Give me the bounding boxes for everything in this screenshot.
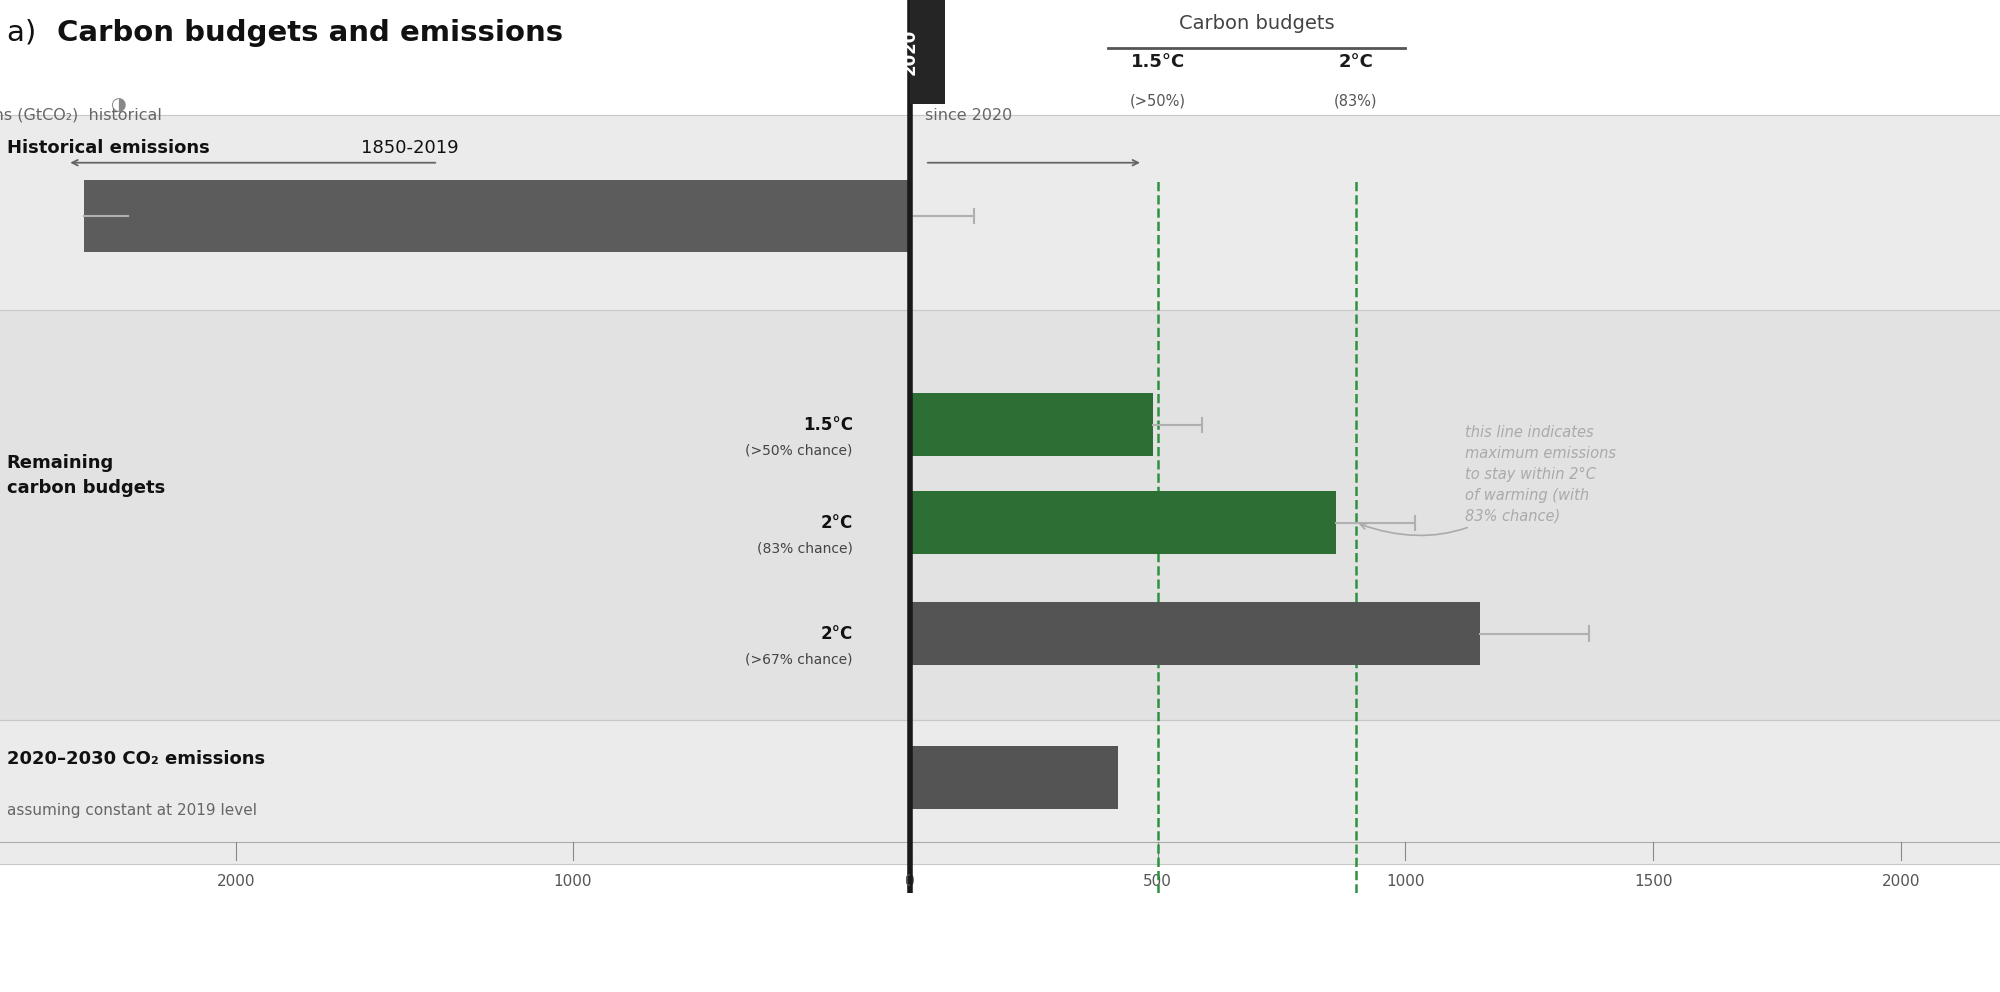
Bar (84, 180, 910, 252)
Text: (83%): (83%) (1334, 93, 1378, 108)
FancyBboxPatch shape (876, 0, 944, 104)
Text: 1000: 1000 (554, 874, 592, 889)
Text: (Source: Synthesis Report of the IPCC Sixth Assessment Report (AR6): (Source: Synthesis Report of the IPCC Si… (50, 930, 980, 954)
Text: (>67% chance): (>67% chance) (746, 653, 852, 667)
Bar (910, 393, 1152, 456)
Text: 1500: 1500 (1634, 874, 1672, 889)
Text: 1.5°C: 1.5°C (802, 416, 852, 434)
Text: (83% chance): (83% chance) (756, 542, 852, 556)
Bar (910, 746, 1118, 809)
Bar (910, 491, 1336, 555)
Text: Cumulative CO₂ emissions (GtCO₂)  historical: Cumulative CO₂ emissions (GtCO₂) histori… (0, 108, 162, 123)
Text: 2020–2030 CO₂ emissions: 2020–2030 CO₂ emissions (6, 750, 264, 768)
Bar (0, 310, 910, 720)
Text: 1000: 1000 (1386, 874, 1424, 889)
Text: ◑: ◑ (110, 96, 126, 114)
Text: 2°C: 2°C (820, 625, 852, 643)
Bar (910, 310, 2000, 720)
Text: Remaining
carbon budgets: Remaining carbon budgets (6, 453, 164, 497)
Text: 2000: 2000 (1882, 874, 1920, 889)
Bar (910, 602, 1480, 666)
Text: Historical emissions: Historical emissions (6, 139, 210, 158)
Text: 0: 0 (906, 874, 914, 889)
Bar (0, 115, 910, 310)
Bar (910, 720, 2000, 864)
Text: Carbon budgets and emissions: Carbon budgets and emissions (58, 19, 564, 47)
Text: this line indicates
maximum emissions
to stay within 2°C
of warming (with
83% ch: this line indicates maximum emissions to… (1360, 425, 1616, 536)
Text: 2000: 2000 (216, 874, 256, 889)
Text: 0: 0 (906, 874, 914, 889)
Text: (>50%): (>50%) (1130, 93, 1186, 108)
Text: 2020: 2020 (900, 29, 920, 75)
Text: a): a) (6, 19, 46, 47)
Text: assuming constant at 2019 level: assuming constant at 2019 level (6, 804, 256, 818)
Bar (910, 115, 2000, 310)
Text: 2°C: 2°C (820, 514, 852, 532)
Text: Carbon budgets: Carbon budgets (1180, 15, 1334, 34)
Text: 1.5°C: 1.5°C (1130, 54, 1184, 71)
Text: 2°C: 2°C (1338, 54, 1374, 71)
Text: 1850-2019: 1850-2019 (360, 139, 458, 158)
Text: since 2020: since 2020 (924, 108, 1012, 123)
Text: (>50% chance): (>50% chance) (746, 443, 852, 457)
Bar (0, 720, 910, 864)
Text: 500: 500 (1144, 874, 1172, 889)
